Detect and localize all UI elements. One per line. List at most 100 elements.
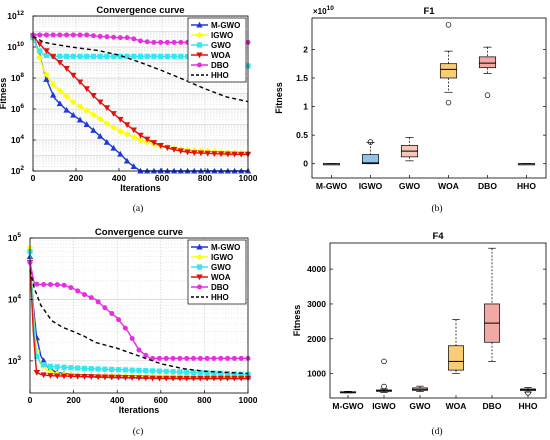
series-marker-dbo	[131, 36, 137, 42]
series-marker-dbo	[111, 34, 117, 40]
y-tick-exponent: 4	[17, 293, 21, 300]
series-marker-gwo	[137, 53, 144, 59]
series-marker-igwo	[63, 92, 70, 100]
y-tick-label: 105	[8, 232, 21, 243]
box-iqr	[478, 56, 497, 69]
series-marker-woa	[47, 373, 54, 379]
legend-marker-woa	[196, 52, 203, 59]
chart-title: F1	[423, 6, 435, 17]
series-marker-woa	[191, 150, 198, 156]
legend-marker-gwo	[196, 264, 203, 270]
series-marker-dbo	[138, 38, 143, 44]
series-marker-woa	[101, 374, 109, 381]
series-marker-gwo	[122, 367, 128, 373]
series-marker-gwo	[97, 53, 103, 59]
series-marker-gwo	[136, 367, 142, 373]
series-marker-gwo	[131, 53, 137, 59]
y-tick-exponent: 2	[20, 165, 24, 172]
x-tick-label: 800	[197, 395, 211, 405]
legend-label-gwo: GWO	[211, 263, 231, 272]
series-marker-igwo	[76, 103, 84, 110]
caption-a: (a)	[133, 203, 144, 214]
caption-d: (d)	[431, 426, 442, 437]
series-marker-dbo	[178, 39, 184, 45]
legend-marker-woa	[196, 274, 203, 281]
x-tick-label: 600	[154, 395, 168, 405]
series-marker-woa	[183, 375, 190, 382]
series-marker-woa	[157, 143, 164, 149]
x-tick-label: 800	[198, 173, 212, 183]
series-marker-dbo	[164, 39, 170, 45]
series-marker-woa	[150, 140, 158, 146]
series-marker-dbo	[43, 32, 49, 38]
y-tick-label: 108	[11, 72, 24, 83]
series-marker-woa	[56, 59, 64, 66]
series-marker-woa	[49, 54, 57, 60]
series-marker-gwo	[84, 53, 90, 59]
series-marker-gwo	[68, 365, 74, 371]
y-tick-base: 10	[7, 42, 17, 52]
x-tick-label: DBO	[483, 401, 502, 411]
series-marker-dbo	[47, 282, 53, 288]
x-tick-label: 1000	[239, 395, 258, 405]
y-tick-exponent: 8	[20, 72, 24, 79]
legend-label-hho: HHO	[211, 293, 229, 302]
series-marker-gwo	[184, 54, 191, 60]
series-marker-m-gwo	[90, 127, 97, 133]
series-marker-woa	[67, 373, 75, 380]
box-iqr	[361, 154, 380, 165]
x-tick-label: GWO	[399, 181, 421, 191]
series-marker-woa	[60, 373, 68, 380]
series-marker-igwo	[137, 136, 144, 144]
series-marker-gwo	[115, 367, 122, 373]
legend-label-woa: WOA	[211, 273, 231, 282]
series-marker-woa	[144, 136, 151, 143]
series-marker-m-gwo	[70, 111, 77, 118]
series-marker-gwo	[164, 53, 170, 59]
x-tick-label: 600	[155, 173, 169, 183]
series-marker-igwo	[49, 80, 57, 88]
series-marker-woa	[203, 375, 211, 382]
series-marker-gwo	[238, 371, 244, 377]
series-marker-gwo	[77, 53, 83, 59]
box-igwo	[376, 358, 392, 393]
series-marker-woa	[33, 369, 41, 376]
series-marker-woa	[36, 41, 43, 48]
series-marker-dbo	[156, 355, 162, 361]
series-marker-woa	[81, 374, 88, 380]
series-marker-woa	[83, 86, 90, 93]
box-outlier	[367, 139, 374, 145]
series-marker-gwo	[75, 365, 81, 371]
series-marker-m-gwo	[76, 116, 84, 123]
series-marker-woa	[122, 374, 129, 381]
series-marker-gwo	[129, 367, 135, 373]
series-marker-dbo	[104, 34, 110, 40]
x-tick-label: 200	[67, 395, 81, 405]
series-marker-dbo	[158, 39, 164, 45]
chart-title: Convergence curve	[95, 227, 183, 238]
series-marker-dbo	[54, 282, 60, 288]
x-tick-label: DBO	[478, 181, 497, 191]
x-tick-label: HHO	[517, 181, 536, 191]
series-marker-dbo	[84, 32, 90, 38]
legend-label-gwo: GWO	[211, 41, 231, 50]
box-m-gwo	[340, 391, 356, 394]
series-marker-gwo	[156, 368, 163, 374]
box-iqr	[448, 345, 464, 371]
series-marker-gwo	[95, 366, 101, 372]
series-marker-gwo	[178, 53, 184, 59]
series-marker-dbo	[34, 281, 40, 287]
series-marker-woa	[88, 374, 95, 380]
box-outlier	[445, 22, 452, 28]
series-marker-woa	[237, 375, 245, 382]
caption-c: (c)	[133, 426, 144, 437]
series-marker-dbo	[102, 305, 108, 311]
series-marker-gwo	[61, 364, 67, 370]
series-marker-m-gwo	[43, 76, 50, 82]
series-marker-gwo	[47, 363, 54, 369]
series-marker-m-gwo	[83, 121, 90, 128]
series-marker-dbo	[238, 355, 244, 361]
series-marker-woa	[224, 375, 231, 382]
